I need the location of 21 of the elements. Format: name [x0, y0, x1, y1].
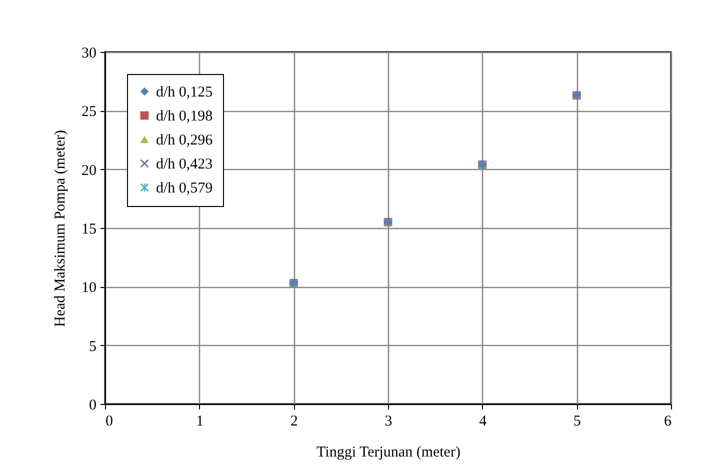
- x-tick-label: 1: [196, 414, 204, 430]
- x-tick-label: 5: [573, 414, 581, 430]
- y-tick-label: 0: [89, 398, 96, 414]
- legend-label: d/h 0,198: [156, 108, 213, 124]
- y-tick-label: 30: [82, 46, 96, 62]
- y-axis-title: Head Maksimum Pompa (meter): [52, 130, 68, 328]
- legend-label: d/h 0,579: [156, 180, 213, 196]
- x-tick-label: 0: [106, 414, 113, 430]
- x-tick-label: 4: [479, 414, 488, 430]
- legend-label: d/h 0,296: [156, 132, 214, 148]
- y-tick-label: 10: [82, 280, 96, 296]
- y-tick-label: 15: [82, 222, 96, 238]
- x-tick-label: 3: [384, 414, 392, 430]
- y-tick-label: 5: [89, 338, 96, 355]
- legend-label: d/h 0,423: [156, 156, 213, 172]
- x-axis-title: Tinggi Terjunan (meter): [316, 444, 460, 460]
- y-tick-label: 25: [82, 104, 96, 120]
- y-tick-label: 20: [82, 162, 96, 179]
- x-tick-label: 6: [664, 414, 672, 430]
- legend-label: d/h 0,125: [156, 84, 213, 100]
- x-tick-label: 2: [290, 414, 298, 430]
